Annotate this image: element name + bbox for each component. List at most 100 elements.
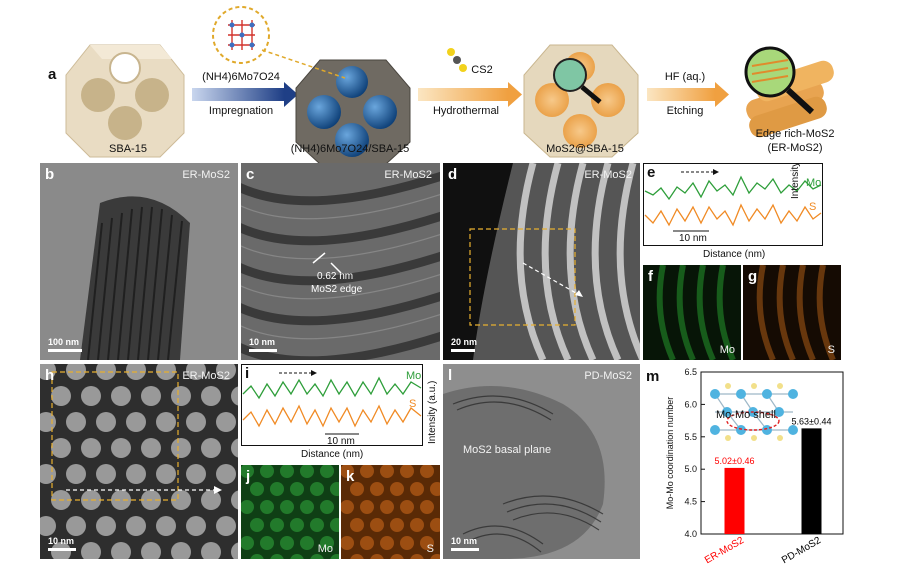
scale-label-h: 10 nm (48, 536, 75, 546)
lattice-dot (330, 554, 339, 559)
inset-structure (710, 383, 798, 441)
lattice-dot (96, 364, 116, 380)
sba15-block (65, 44, 185, 158)
panel-label-j: j (246, 468, 251, 485)
lattice-dot (370, 554, 384, 559)
lattice-dot (270, 518, 284, 532)
lattice-dot (330, 482, 339, 496)
lattice-dot (201, 386, 221, 406)
lattice-dot (250, 518, 264, 532)
product-label-1: Edge rich-MoS2 (755, 128, 835, 140)
lattice-dot (126, 464, 146, 484)
category-label: ER-MoS2 (703, 535, 746, 566)
lattice-dot (81, 542, 101, 559)
lattice-dot (51, 438, 71, 458)
panel-label-d: d (448, 166, 458, 183)
tem-image-b: b ER-MoS2 100 nm (40, 163, 238, 360)
lattice-dot (410, 554, 424, 559)
lattice-dot (260, 500, 274, 514)
lattice-dot (360, 500, 374, 514)
lattice-dot (156, 412, 176, 432)
lattice-dot (420, 465, 434, 478)
value-label: 5.02±0.46 (715, 456, 755, 466)
lattice-dot (81, 438, 101, 458)
y-tick-label: 5.0 (684, 464, 697, 474)
lattice-dot (231, 386, 238, 406)
y-tick-label: 4.5 (684, 497, 697, 507)
lattice-dot (201, 542, 221, 559)
panel-label-l: l (448, 367, 453, 384)
lattice-dot (300, 536, 314, 550)
eds-map-k: k S (341, 465, 440, 559)
lattice-dot (111, 542, 131, 559)
panel-label-g: g (748, 268, 758, 285)
eds-map-g: g S (743, 265, 841, 360)
annotation-c-edge: MoS2 edge (311, 284, 363, 295)
y-tick-label: 4.0 (684, 529, 697, 539)
etching-arrow (647, 88, 715, 101)
lattice-dot (66, 464, 86, 484)
lattice-dot (410, 482, 424, 496)
annotation-c-spacing: 0.62 nm (317, 271, 354, 282)
lattice-dot (320, 500, 334, 514)
lattice-dot (260, 536, 274, 550)
scale-label-l: 10 nm (451, 536, 478, 546)
lattice-dot (400, 500, 414, 514)
lattice-dot (186, 364, 206, 380)
lattice-dot (341, 500, 354, 514)
scale-label-b: 100 nm (48, 337, 80, 347)
lattice-dot (216, 464, 236, 484)
haadf-image-d: d ER-MoS2 20 nm (443, 163, 640, 360)
panel-label-h: h (45, 367, 55, 384)
lattice-dot (171, 386, 191, 406)
lattice-dot (290, 482, 304, 496)
haadf-image-h: h ER-MoS2 10 nm (40, 364, 238, 559)
panel-label-k: k (346, 468, 355, 485)
ylabel-e: Intensity (a.u.) (790, 163, 801, 199)
lattice-dot (201, 438, 221, 458)
tag-b: ER-MoS2 (182, 169, 230, 181)
scale-label-c: 10 nm (249, 337, 276, 347)
legend-i-mo: Mo (406, 370, 422, 382)
lattice-dot (96, 412, 116, 432)
tem-image-l: l PD-MoS2 MoS2 basal plane 10 nm (443, 364, 640, 559)
scalebar-l (451, 548, 479, 551)
lattice-dot (216, 412, 236, 432)
lattice-dot (250, 554, 264, 559)
eds-map-f: f Mo (643, 265, 741, 360)
lattice-dot (310, 554, 324, 559)
element-j: Mo (317, 543, 333, 555)
lattice-dot (430, 482, 440, 496)
tem-image-c: c ER-MoS2 0.62 nm MoS2 edge 10 nm (241, 163, 440, 360)
lattice-dot (310, 482, 324, 496)
hydrothermal-label: Hydrothermal (432, 105, 500, 117)
lattice-dot (141, 438, 161, 458)
legend-i-s: S (409, 398, 417, 410)
legend-e-mo: Mo (806, 177, 822, 189)
lattice-dot (280, 536, 294, 550)
schematic-graphics (65, 6, 834, 165)
annotation-l: MoS2 basal plane (463, 444, 552, 456)
legend-e-s: S (809, 201, 817, 213)
lattice-dot (350, 554, 364, 559)
panel-label-m: m (646, 368, 660, 385)
lattice-dot (420, 500, 434, 514)
lattice-dot (390, 518, 404, 532)
lattice-dot (40, 412, 56, 432)
product-label-2: (ER-MoS2) (767, 142, 823, 154)
y-tick-label: 5.5 (684, 432, 697, 442)
lattice-dot (216, 364, 236, 380)
etching-label: Etching (666, 105, 704, 117)
lattice-dot (231, 438, 238, 458)
panel-label-c: c (246, 166, 255, 183)
lattice-dot (430, 518, 440, 532)
lattice-dot (400, 536, 414, 550)
scalebar-c (249, 349, 277, 352)
lattice-dot (40, 516, 56, 536)
scalebar-h (48, 548, 76, 551)
bar-er (724, 467, 745, 534)
cs2-label: CS2 (471, 64, 493, 76)
scale-label-i: 10 nm (327, 436, 355, 447)
lattice-dot (350, 482, 364, 496)
lattice-dot (390, 482, 404, 496)
